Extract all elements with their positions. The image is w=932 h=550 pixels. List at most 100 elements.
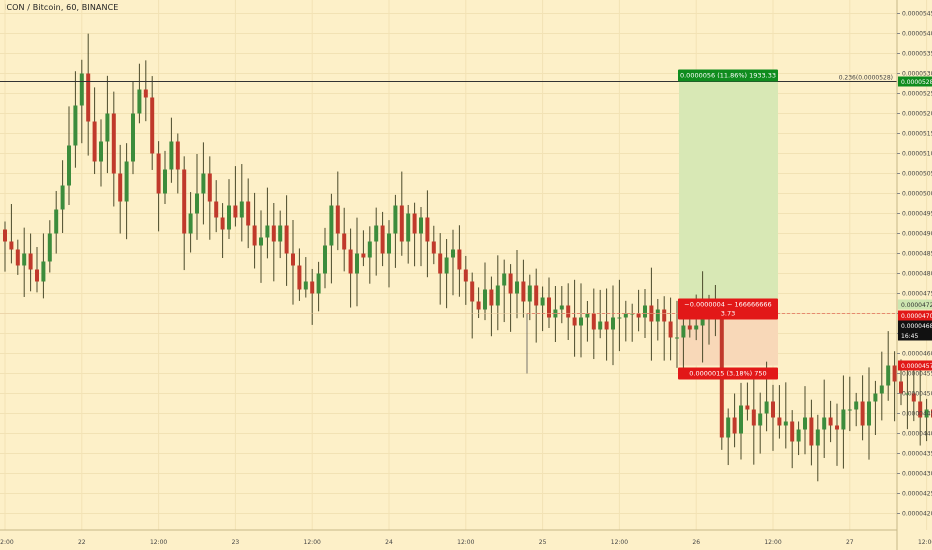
time-tick-label: 27 [846,539,854,546]
tag-last-price-bg [898,320,932,331]
candle-down [604,321,609,330]
candle-down [668,321,673,338]
tag-last-price-text: 0.0000468 [901,323,932,330]
candle-down [828,417,833,426]
time-tick-label: 12:00 [0,539,14,546]
price-tick-label: 0.0000420 [902,511,932,518]
candle-up [585,313,590,318]
candle-up [598,321,603,330]
candle-down [111,113,116,174]
candle-up [124,161,129,202]
price-tick-label: 0.0000510 [902,151,932,158]
price-tick-label: 0.0000505 [902,171,932,178]
candle-down [790,421,795,442]
candle-down [687,325,692,330]
price-tick-label: 0.0000525 [902,91,932,98]
candle-down [297,265,302,290]
time-tick-label: 23 [232,539,240,546]
risk-reward-label-box [678,298,778,320]
candle-down [399,205,404,242]
candle-up [131,113,135,162]
tag-entry-light-bg [898,299,932,310]
candle-up [655,309,660,322]
candle-up [854,401,859,410]
candle-down [220,217,225,230]
price-tick-label: 0.0000520 [902,111,932,118]
price-tick-label: 0.0000485 [902,251,932,258]
candle-up [515,281,519,294]
candle-up [54,209,59,234]
candle-up [694,325,699,330]
candle-down [335,205,340,234]
candle-up [879,385,884,394]
candle-up [444,257,449,274]
candle-down [156,153,161,194]
candle-up [67,145,71,186]
candle-up [374,225,379,242]
tag-countdown-bg [898,330,932,341]
tag-countdown-text: 16:45 [901,333,918,340]
candle-down [777,417,782,426]
candle-up [483,289,487,310]
tag-last-price: 0.0000468 [898,320,932,331]
candle-down [745,405,750,410]
candle-down [508,273,513,294]
candle-down [15,249,20,266]
price-tick-label: 0.0000515 [902,131,932,138]
candle-down [271,225,276,242]
candle-down [310,281,315,294]
price-tick-label: 0.0000445 [902,411,932,418]
candle-down [143,89,148,98]
time-tick-label: 12:00 [304,539,321,546]
time-tick-label: 12:00 [150,539,167,546]
candle-down [380,225,385,254]
candle-up [617,317,622,319]
candle-up [303,281,308,290]
time-tick-label: 26 [692,539,700,546]
candle-down [438,253,443,274]
candle-up [406,213,411,242]
candle-down [911,393,916,402]
candles [3,33,932,482]
tag-target-bg [898,76,932,87]
candle-down [361,253,366,258]
candle-down [662,309,667,322]
candle-down [566,305,571,318]
candle-up [886,365,891,386]
candle-down [547,297,551,318]
candle-up [188,213,193,234]
price-tick-label: 0.0000530 [902,71,932,78]
candle-up [393,205,398,234]
target-label-box [678,69,778,82]
price-tick-label: 0.0000425 [902,491,932,498]
candle-up [559,305,564,310]
risk-reward-label-text: −0.0000004 ~ 166666666 [684,301,771,309]
candle-down [182,169,187,234]
candle-up [495,285,500,306]
candle-up [367,241,372,258]
candle-up [623,313,628,318]
candle-up [22,253,27,266]
candle-down [246,201,251,226]
candle-down [431,241,436,254]
candle-down [521,281,526,302]
candle-up [803,417,807,430]
candle-down [732,417,737,434]
candle-up [579,317,583,326]
candle-down [425,217,430,242]
candle-up [195,193,199,214]
target-label: 0.0000056 (11.86%) 1933.33 [678,69,778,82]
candle-up [265,225,270,238]
candle-up [169,141,174,170]
price-tick-label: 0.0000450 [902,391,932,398]
candle-up [73,105,78,146]
candle-down [291,253,295,266]
price-tick-label: 0.0000435 [902,451,932,458]
candle-down [284,225,289,254]
candle-up [783,421,788,426]
price-tick-label: 0.0000475 [902,291,932,298]
stop-zone [679,313,778,366]
tag-entry-light: 0.0000472 [898,299,932,310]
candle-down [860,401,865,426]
